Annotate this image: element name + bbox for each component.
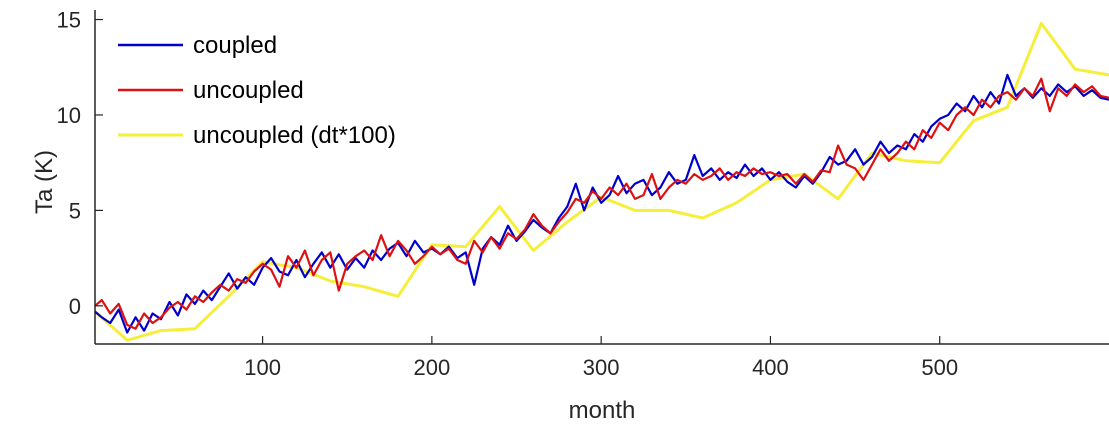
ticks-layer: 100 200 300 400 500 0 5 10 15	[57, 8, 959, 380]
x-tick-label-4: 500	[921, 355, 958, 380]
series-line-1	[94, 77, 1109, 330]
axes-layer	[94, 10, 1109, 345]
series-line-2	[94, 21, 1109, 342]
series-layer	[94, 21, 1109, 342]
legend: coupled uncoupled uncoupled (dt*100)	[118, 32, 396, 149]
series-line-0	[94, 73, 1109, 334]
x-axis-title: month	[569, 397, 636, 424]
legend-label-2: uncoupled (dt*100)	[193, 122, 396, 149]
x-tick-label-2: 300	[583, 355, 620, 380]
y-axis-title: Ta (K)	[31, 150, 58, 214]
legend-label-0: coupled	[193, 32, 277, 59]
x-tick-label-3: 400	[752, 355, 789, 380]
x-tick-label-1: 200	[414, 355, 451, 380]
y-tick-label-2: 10	[57, 103, 81, 128]
y-tick-label-1: 5	[69, 198, 81, 223]
y-tick-label-0: 0	[69, 294, 81, 319]
legend-label-1: uncoupled	[193, 77, 304, 104]
x-tick-label-0: 100	[244, 355, 281, 380]
y-tick-label-3: 15	[57, 8, 81, 33]
